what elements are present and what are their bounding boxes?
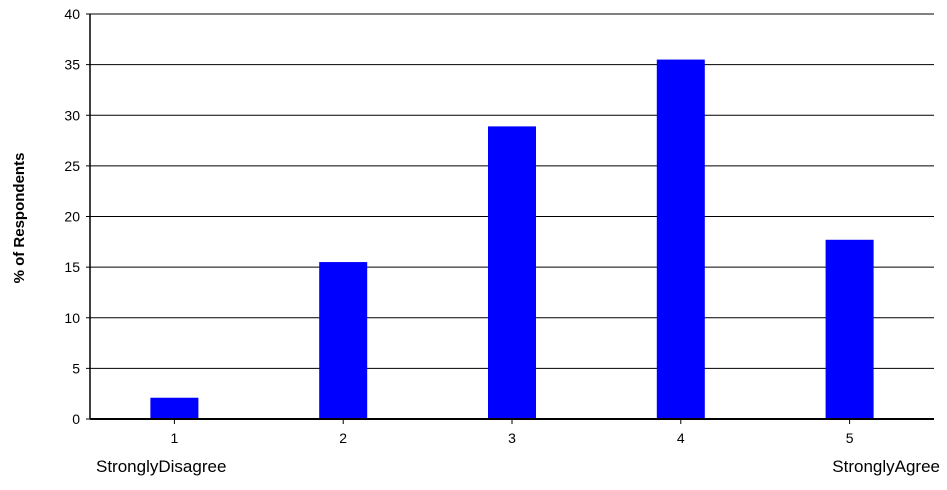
y-tick-label: 35 xyxy=(64,57,80,73)
y-axis-title: % of Respondents xyxy=(11,153,28,284)
bars xyxy=(150,59,874,419)
bar-3 xyxy=(488,126,536,419)
x-category-sublabel: StronglyAgree xyxy=(832,457,940,476)
x-tick-label: 1 xyxy=(171,430,179,446)
bar-5 xyxy=(825,239,874,419)
y-tick-label: 30 xyxy=(64,107,80,123)
y-tick-labels: 0 5 10 15 20 25 30 35 40 xyxy=(64,6,90,427)
x-tick-label: 3 xyxy=(508,430,516,446)
bar-2 xyxy=(319,262,368,419)
y-tick-label: 25 xyxy=(64,158,80,174)
bar-1 xyxy=(150,397,199,419)
y-tick-label: 5 xyxy=(72,360,80,376)
bar-4 xyxy=(656,59,705,419)
y-tick-label: 10 xyxy=(64,310,80,326)
x-tick-label: 4 xyxy=(677,430,685,446)
y-tick-label: 20 xyxy=(64,209,80,225)
x-tick-label: 5 xyxy=(846,430,854,446)
y-tick-label: 0 xyxy=(72,411,80,427)
x-category-sublabel: StronglyDisagree xyxy=(96,457,226,476)
x-tick-label: 2 xyxy=(339,430,347,446)
y-tick-label: 15 xyxy=(64,259,80,275)
x-tick-labels: 1 StronglyDisagree 2 3 4 5 StronglyAgree xyxy=(96,419,940,476)
y-tick-label: 40 xyxy=(64,6,80,22)
